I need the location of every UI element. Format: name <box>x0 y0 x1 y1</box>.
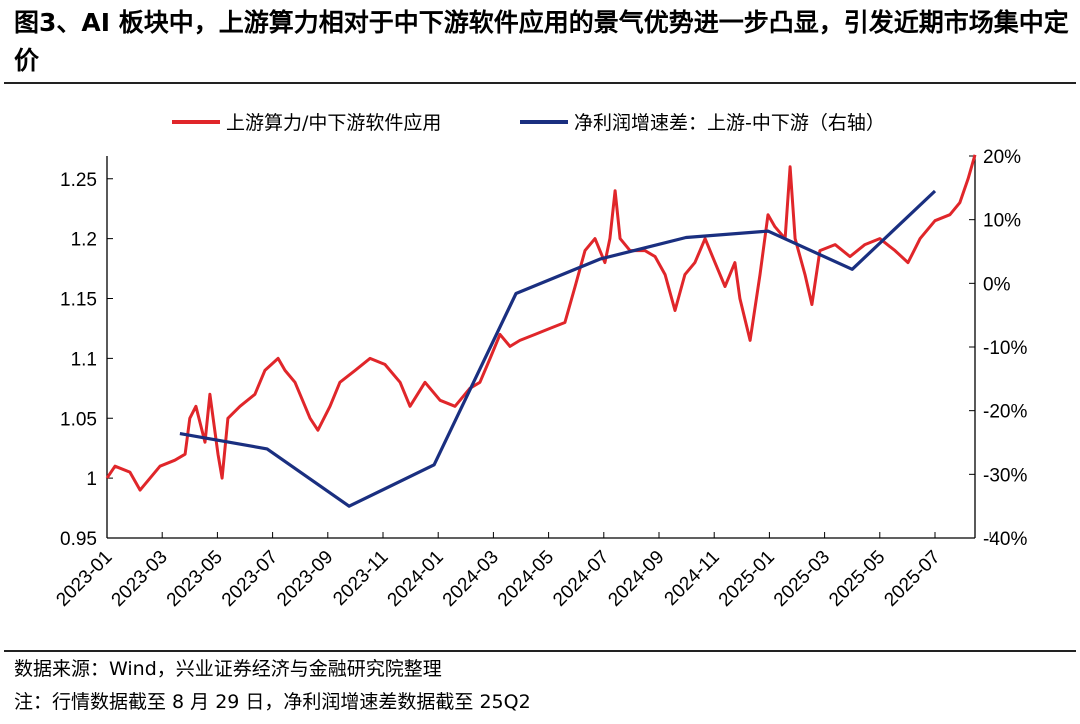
x-tick-label: 2023-01 <box>52 547 116 611</box>
legend-label: 上游算力/中下游软件应用 <box>226 112 441 134</box>
title-divider <box>4 82 1076 84</box>
chart-title: 图3、AI 板块中，上游算力相对于中下游软件应用的景气优势进一步凸显，引发近期市… <box>14 8 1069 75</box>
x-tick-label: 2023-07 <box>218 547 282 611</box>
legend-label: 净利润增速差：上游-中下游（右轴） <box>574 112 885 134</box>
footer-divider <box>4 650 1076 652</box>
right-tick-label: -20% <box>983 402 1027 423</box>
x-tick-label: 2024-09 <box>604 547 668 611</box>
x-tick-label: 2024-07 <box>549 547 613 611</box>
series-line-net-profit-growth-gap <box>179 189 937 508</box>
right-tick-label: -30% <box>983 465 1027 486</box>
right-tick-label: 10% <box>983 211 1021 232</box>
x-tick-label: 2024-05 <box>494 547 558 611</box>
right-tick-label: 0% <box>983 274 1011 295</box>
left-tick-label: 1.25 <box>60 170 97 191</box>
right-tick-label: 20% <box>983 147 1021 168</box>
x-tick-label: 2024-03 <box>439 547 503 611</box>
left-tick-label: 1.1 <box>71 349 97 370</box>
x-tick-label: 2025-05 <box>825 547 889 611</box>
x-tick-label: 2025-03 <box>770 547 834 611</box>
x-tick-label: 2023-03 <box>108 547 172 611</box>
left-tick-label: 1.2 <box>71 230 97 251</box>
left-tick-label: 1 <box>86 469 97 490</box>
x-tick-label: 2023-05 <box>163 547 227 611</box>
left-tick-label: 1.15 <box>60 290 97 311</box>
x-tick-label: 2024-11 <box>661 547 724 610</box>
source-note: 数据来源：Wind，兴业证券经济与金融研究院整理 <box>14 658 442 680</box>
x-tick-label: 2023-11 <box>329 547 392 610</box>
x-tick-label: 2025-07 <box>880 547 944 611</box>
left-tick-label: 0.95 <box>60 529 97 550</box>
left-tick-label: 1.05 <box>60 409 97 430</box>
series-line-upstream-vs-downstream <box>105 154 977 492</box>
x-tick-label: 2023-09 <box>273 547 337 611</box>
x-tick-label: 2025-01 <box>715 547 779 611</box>
right-tick-label: -40% <box>983 529 1027 550</box>
data-cutoff-note: 注：行情数据截至 8 月 29 日，净利润增速差数据截至 25Q2 <box>14 691 531 713</box>
x-tick-label: 2024-01 <box>384 547 448 611</box>
right-tick-label: -10% <box>983 338 1027 359</box>
